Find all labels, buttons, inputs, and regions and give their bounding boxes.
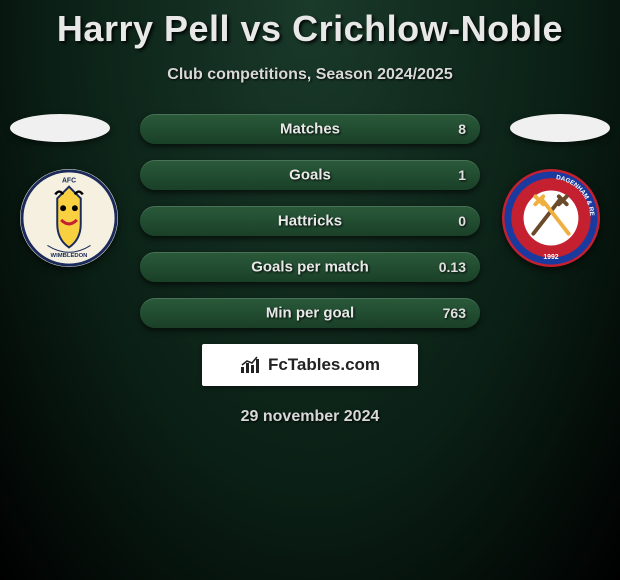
stat-row-goals-per-match: Goals per match 0.13 [140,252,480,282]
comparison-content: AFC WIMBLEDON DAGENHAM & REDBRIDGE 1992 … [0,114,620,426]
stat-label: Matches [280,121,340,138]
fctables-logo[interactable]: FcTables.com [202,344,418,386]
svg-text:AFC: AFC [62,178,76,185]
stat-label: Min per goal [266,305,354,322]
dagenham-crest-icon: DAGENHAM & REDBRIDGE 1992 [502,169,600,267]
stat-row-hattricks: Hattricks 0 [140,206,480,236]
wimbledon-crest-icon: AFC WIMBLEDON [20,169,118,267]
club-badge-right: DAGENHAM & REDBRIDGE 1992 [502,169,600,267]
bar-chart-icon [240,356,262,374]
stat-value: 1 [458,167,466,183]
stat-value: 8 [458,121,466,137]
player-right-oval [510,114,610,142]
player-left-oval [10,114,110,142]
stat-value: 0 [458,213,466,229]
stat-row-goals: Goals 1 [140,160,480,190]
stat-row-matches: Matches 8 [140,114,480,144]
page-subtitle: Club competitions, Season 2024/2025 [0,66,620,84]
club-badge-left: AFC WIMBLEDON [20,169,118,267]
stat-rows: Matches 8 Goals 1 Hattricks 0 Goals per … [140,114,480,328]
stat-value: 0.13 [439,259,466,275]
stat-value: 763 [443,305,466,321]
stat-label: Goals per match [251,259,369,276]
stat-label: Goals [289,167,331,184]
page-title: Harry Pell vs Crichlow-Noble [0,0,620,50]
svg-text:1992: 1992 [543,254,558,261]
stat-label: Hattricks [278,213,342,230]
logo-text: FcTables.com [268,355,380,375]
svg-text:WIMBLEDON: WIMBLEDON [51,253,88,259]
stat-row-min-per-goal: Min per goal 763 [140,298,480,328]
date-line: 29 november 2024 [0,408,620,426]
